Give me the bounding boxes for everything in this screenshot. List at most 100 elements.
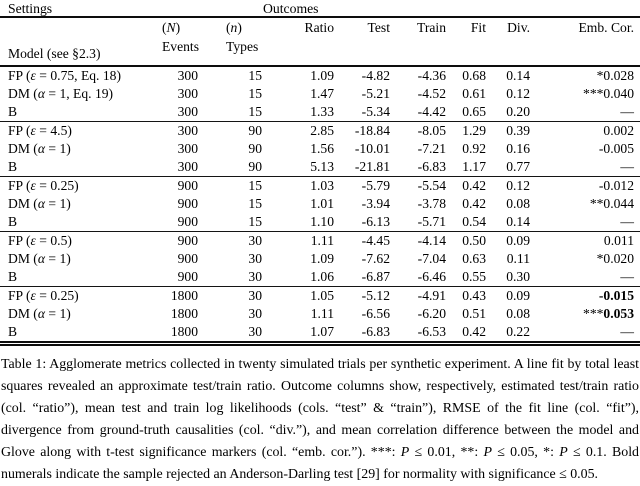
cell-events: 300 [177,141,198,156]
model-label-part: FP ( [8,178,31,193]
model-label-part: B [8,324,18,339]
model-label-part: DM ( [8,251,38,266]
col-header-fit: Fit [448,18,488,67]
cell-model: DM (α = 1) [0,305,152,323]
cell-ratio: 1.05 [310,288,334,303]
column-header-row: Model (see §2.3) (N) Events (n) Types Ra… [0,18,640,67]
cell-fit: 0.42 [462,178,486,193]
cell-emb-cor: — [532,158,640,177]
cell-events: 300 [177,123,198,138]
table-bottom-rule [0,341,640,346]
model-label-part: = 1, Eq. 19) [44,86,114,101]
emb-cor-value: — [620,104,634,119]
cell-events: 1800 [170,306,198,321]
cell-emb-cor: *0.020 [532,250,640,268]
cell-test: -6.56 [361,306,390,321]
cell-test: -5.12 [361,288,390,303]
col-header-model: Model (see §2.3) [0,18,152,67]
cell-test: -5.34 [336,103,392,122]
significance-marker: * [596,68,604,83]
cell-model: FP (ε = 4.5) [0,122,152,141]
cell-test: -5.79 [361,178,390,193]
cell-train: -4.52 [417,86,446,101]
emb-cor-value: — [620,159,634,174]
caption-text: ≤ 0.01, **: [409,445,484,460]
caption-p-symbol: P [400,445,410,460]
cell-train: -6.53 [417,324,446,339]
cell-train: -4.14 [417,233,446,248]
cell-model: B [0,103,152,122]
col-header-div: Div. [488,18,532,67]
cell-emb-cor: — [532,103,640,122]
model-label-part: = 0.25) [35,178,79,193]
table-row: B 300 15 1.33 -5.34 -4.42 0.65 0.20 — [0,103,640,122]
col-header-emb-cor: Emb. Cor. [532,18,640,67]
cell-emb-cor: — [532,323,640,341]
cell-fit: 0.54 [448,213,488,232]
cell-div: 0.11 [506,251,530,266]
cell-test: -4.82 [361,68,390,83]
cell-types: 15 [248,196,262,211]
cell-events: 300 [152,103,200,122]
table-row: FP (ε = 0.25) 1800 30 1.05 -5.12 -4.91 0.43 0.0… [0,287,640,306]
cell-test: -6.13 [336,213,392,232]
cell-test: -6.83 [361,324,390,339]
emb-cor-value: 0.028 [603,68,634,83]
cell-test: -18.84 [354,123,390,138]
caption-text: Table 1: Agglomerate metrics collected i… [1,357,639,460]
cell-test: -4.45 [361,233,390,248]
model-label-part: = 4.5) [35,123,72,138]
cell-fit: 1.29 [462,123,486,138]
cell-ratio: 1.33 [264,103,336,122]
cell-fit: 1.17 [448,158,488,177]
cell-events: 300 [177,86,198,101]
types-math-symbol: (n) [226,20,242,35]
cell-ratio: 1.11 [310,306,334,321]
significance-marker: * [596,251,604,266]
table-row: B 900 30 1.06 -6.87 -6.46 0.55 0.30 — [0,268,640,287]
cell-model: FP (ε = 0.25) [0,177,152,196]
model-label-part: = 1) [44,196,71,211]
model-label-part: α [37,141,45,156]
cell-events: 1800 [170,324,198,339]
cell-ratio: 1.03 [310,178,334,193]
events-math-symbol: (N) [162,20,181,35]
table-row: FP (ε = 0.25) 900 15 1.03 -5.79 -5.54 0.42 0.12… [0,177,640,196]
model-label-part: = 0.5) [35,233,72,248]
cell-model: B [0,268,152,287]
significance-marker: *** [583,306,604,321]
cell-types: 30 [248,251,262,266]
table-row: FP (ε = 0.5) 900 30 1.11 -4.45 -4.14 0.50 0.09 0… [0,232,640,251]
cell-train: -8.05 [417,123,446,138]
cell-test: -3.94 [361,196,390,211]
caption-text: ≤ 0.05, *: [491,445,560,460]
cell-ratio: 5.13 [264,158,336,177]
cell-div: 0.22 [506,324,530,339]
model-label-part: DM ( [8,86,38,101]
model-label-part: B [8,159,18,174]
cell-types: 30 [248,306,262,321]
cell-fit: 0.92 [462,141,486,156]
cell-model: B [0,158,152,177]
cell-fit: 0.65 [448,103,488,122]
cell-div: 0.09 [506,233,530,248]
table-caption: Table 1: Agglomerate metrics collected i… [0,354,640,486]
cell-ratio: 1.11 [310,233,334,248]
significance-marker: ** [589,196,604,211]
cell-test: -6.87 [336,268,392,287]
settings-group-label: Settings [8,1,53,16]
model-label-part: α [37,251,45,266]
model-label-part: ε [30,178,36,193]
emb-cor-value: -0.015 [598,288,634,303]
cell-emb-cor: ***0.053 [532,305,640,323]
cell-model: FP (ε = 0.25) [0,287,152,306]
cell-train: -6.20 [417,306,446,321]
cell-div: 0.77 [488,158,532,177]
cell-test: -7.62 [361,251,390,266]
table-row: FP (ε = 0.75, Eq. 18) 300 15 1.09 -4.82 -4.36… [0,66,640,85]
cell-train: -6.83 [392,158,448,177]
table-row: DM (α = 1) 900 15 1.01 -3.94 -3.78 0.42 0.08 **0… [0,195,640,213]
cell-fit: 0.61 [462,86,486,101]
model-label-part: B [8,214,18,229]
cell-emb-cor: 0.002 [532,122,640,141]
